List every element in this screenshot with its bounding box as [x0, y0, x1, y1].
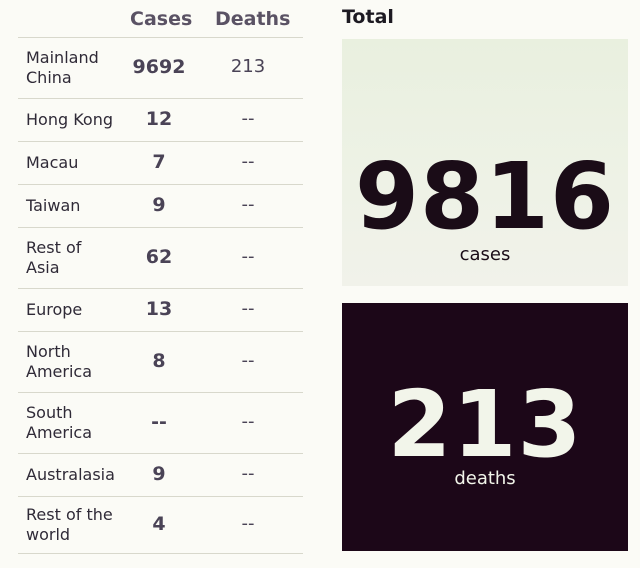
table-row: Rest of Asia 62 --	[18, 228, 303, 289]
deaths-value: --	[241, 194, 255, 215]
table-row: Macau 7 --	[18, 142, 303, 185]
region-name-line: Rest of	[26, 238, 82, 257]
table-row: Mainland China 9692 213	[18, 38, 303, 99]
deaths-value: --	[241, 350, 255, 371]
region-name: Rest of Asia	[26, 238, 81, 278]
cases-value: 12	[145, 108, 173, 130]
cases-value: 13	[145, 298, 173, 320]
region-name: Mainland China	[26, 48, 99, 88]
header-cases: Cases	[130, 8, 193, 30]
cases-value: 9	[152, 463, 166, 485]
deaths-value: --	[241, 513, 255, 534]
region-name-line: America	[26, 362, 92, 381]
region-name-line: Australasia	[26, 465, 115, 484]
cases-value: 9692	[132, 56, 186, 78]
region-name: Australasia	[26, 465, 115, 485]
region-name: Macau	[26, 153, 78, 173]
table-row: Australasia 9 --	[18, 454, 303, 497]
cases-value: 7	[152, 151, 166, 173]
region-name-line: world	[26, 525, 71, 544]
header-deaths: Deaths	[215, 8, 291, 30]
region-name: Taiwan	[26, 196, 80, 216]
table-header: Cases Deaths	[18, 0, 303, 37]
total-label: Total	[342, 6, 394, 28]
deaths-value: --	[241, 151, 255, 172]
table-row: South America -- --	[18, 393, 303, 454]
deaths-value: --	[241, 298, 255, 319]
cases-value: --	[151, 411, 167, 433]
deaths-value: --	[241, 246, 255, 267]
total-deaths-number: 213	[387, 371, 583, 478]
region-name-line: Mainland	[26, 48, 99, 67]
total-cases-unit: cases	[459, 244, 511, 265]
table-row: Taiwan 9 --	[18, 185, 303, 228]
region-name-line: Hong Kong	[26, 110, 113, 129]
region-name-line: North	[26, 342, 71, 361]
deaths-value: --	[241, 411, 255, 432]
cases-value: 8	[152, 350, 166, 372]
region-name-line: Macau	[26, 153, 79, 172]
cases-table: Cases Deaths Mainland China 9692 213 Hong Ko…	[18, 0, 303, 554]
region-name-line: Europe	[26, 300, 83, 319]
region-name: Hong Kong	[26, 110, 113, 130]
table-row: North America 8 --	[18, 332, 303, 393]
deaths-value: --	[241, 463, 255, 484]
total-cases-card: 9816 cases	[342, 39, 628, 286]
region-name-line: Rest of the	[26, 505, 113, 524]
region-name-line: Asia	[26, 258, 60, 277]
region-name: Rest of the world	[26, 505, 113, 545]
region-name-line: America	[26, 423, 92, 442]
total-deaths-card: 213 deaths	[342, 303, 628, 551]
region-name-line: South	[26, 403, 73, 422]
deaths-value: 213	[230, 56, 266, 77]
table-row: Rest of the world 4 --	[18, 497, 303, 554]
deaths-value: --	[241, 108, 255, 129]
total-cases-number: 9816	[354, 143, 616, 250]
cases-value: 9	[152, 194, 166, 216]
region-name-line: China	[26, 68, 72, 87]
table-row: Europe 13 --	[18, 289, 303, 332]
cases-value: 62	[145, 246, 173, 268]
total-deaths-unit: deaths	[454, 468, 516, 489]
region-name: South America	[26, 403, 92, 443]
table-row: Hong Kong 12 --	[18, 99, 303, 142]
region-name-line: Taiwan	[26, 196, 81, 215]
region-name: Europe	[26, 300, 82, 320]
region-name: North America	[26, 342, 92, 382]
table-body: Mainland China 9692 213 Hong Kong 12 -- Macau 7 -…	[18, 37, 303, 554]
cases-value: 4	[152, 513, 166, 535]
